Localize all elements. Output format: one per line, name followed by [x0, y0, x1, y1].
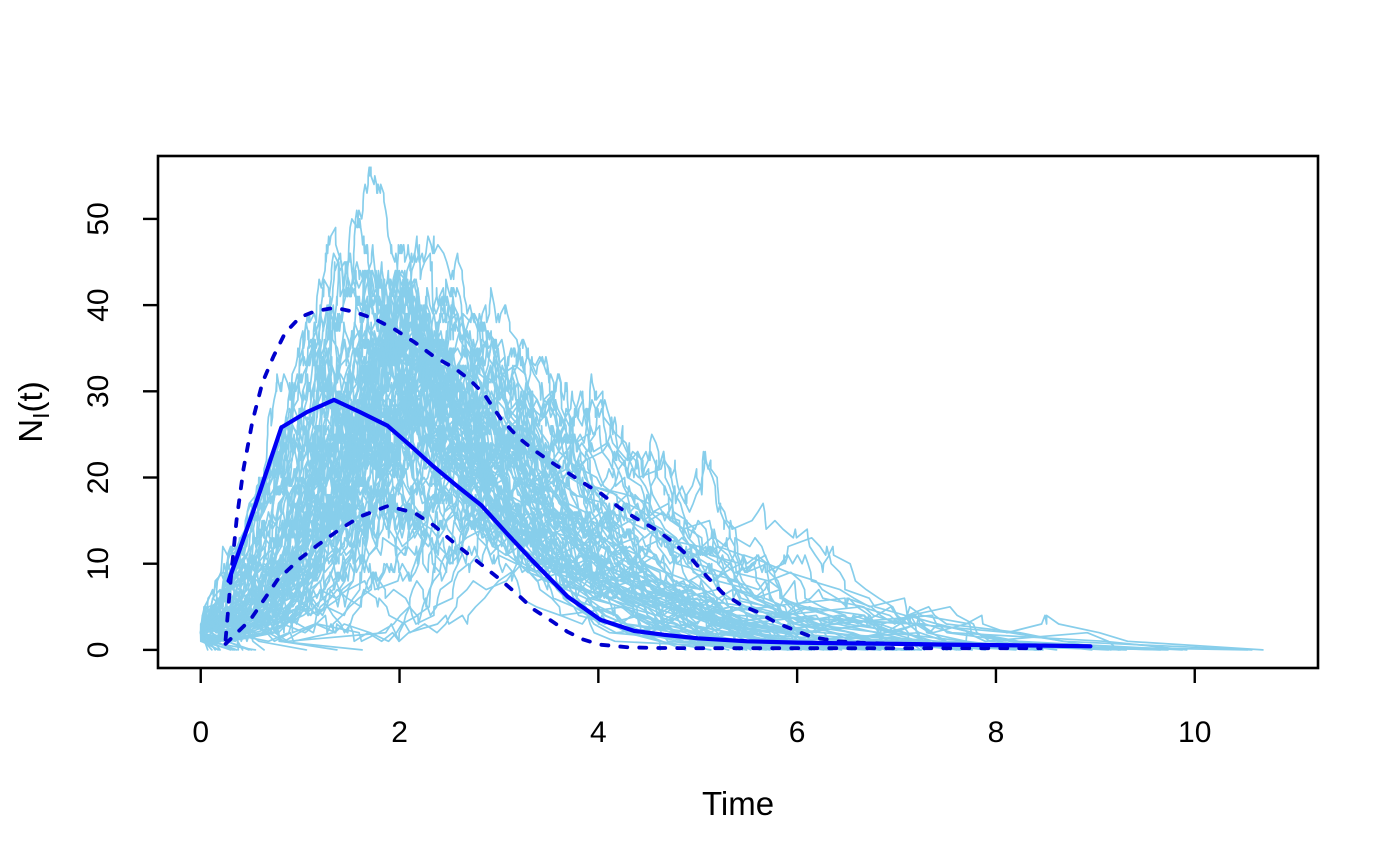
trajectory-line: [199, 347, 961, 651]
x-tick-label: 8: [988, 716, 1005, 749]
y-tick-label: 40: [82, 288, 115, 321]
y-tick-label: 30: [82, 375, 115, 408]
x-tick-label: 4: [590, 716, 607, 749]
trajectory-line: [199, 243, 794, 651]
trajectory-line: [199, 364, 1162, 651]
trajectory-lines: [199, 166, 1264, 651]
trajectory-line: [199, 347, 886, 651]
trajectory-line: [199, 347, 813, 651]
upper-quantile-line: [223, 305, 1043, 648]
trajectory-line: [199, 338, 926, 651]
trajectory-line: [199, 287, 887, 651]
trajectory-line: [199, 355, 748, 651]
mean-line: [226, 397, 1093, 649]
x-axis-title: Time: [702, 785, 774, 822]
x-tick-label: 2: [391, 716, 408, 749]
y-axis-title-subscript: I: [28, 412, 54, 418]
trajectory-line: [199, 269, 712, 651]
trajectory-line: [199, 407, 903, 651]
y-tick-label: 0: [82, 642, 115, 659]
y-tick-label: 10: [82, 547, 115, 580]
y-axis-title-base: N: [12, 419, 49, 443]
trajectory-line: [199, 631, 265, 651]
x-tick-label: 6: [789, 716, 806, 749]
lower-quantile-line: [223, 504, 1043, 651]
plot-border: [156, 154, 1320, 670]
trajectory-line: [199, 390, 1044, 651]
y-axis-title: NI(t): [12, 381, 54, 442]
x-axis: 0 2 4 6 8 10: [192, 668, 1211, 749]
trajectory-line: [199, 373, 1110, 651]
trajectory-line: [199, 226, 768, 651]
y-axis: 0 10 20 30 40 50: [82, 202, 158, 658]
summary-lines: [223, 305, 1093, 651]
trajectory-line: [199, 476, 802, 651]
trajectory-line: [199, 373, 987, 651]
trajectory-line: [199, 459, 1058, 651]
y-tick-label: 20: [82, 461, 115, 494]
x-tick-label: 10: [1178, 716, 1211, 749]
trajectory-line: [199, 243, 857, 651]
trajectory-line: [199, 312, 1112, 651]
x-tick-label: 0: [192, 716, 209, 749]
trajectory-line: [199, 287, 888, 651]
y-axis-title-suffix: (t): [12, 381, 49, 412]
trajectory-line: [199, 459, 911, 651]
y-tick-label: 50: [82, 202, 115, 235]
